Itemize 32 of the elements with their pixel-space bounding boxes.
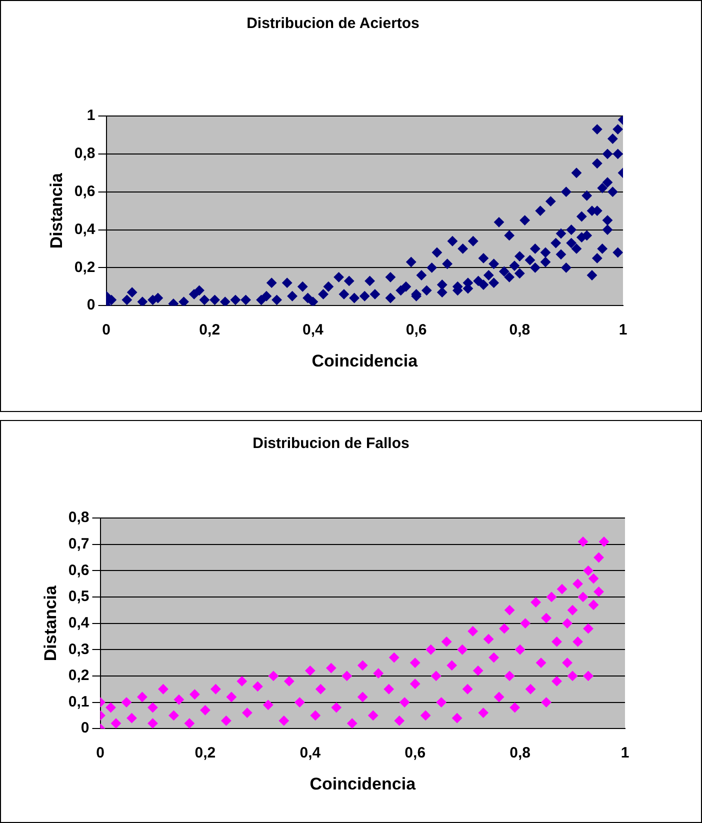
y-tick-label: 0,8 [74, 145, 96, 162]
y-tick-label: 0,4 [74, 220, 96, 238]
y-tick-label: 0,8 [68, 509, 90, 526]
y-tick-label: 0,7 [68, 535, 90, 552]
y-tick-label: 1 [86, 107, 96, 124]
y-axis-title: Distancia [46, 172, 66, 249]
x-tick-label: 0,4 [300, 744, 322, 762]
y-tick-label: 0,2 [74, 258, 96, 276]
y-tick-label: 0,6 [68, 562, 90, 579]
y-tick-label: 0,3 [68, 640, 90, 658]
x-tick-label: 0,6 [404, 744, 426, 762]
x-axis-title: Coincidencia [310, 774, 416, 794]
y-tick-label: 0,1 [68, 693, 90, 710]
chart-title: Distribucion de Fallos [252, 435, 410, 452]
x-tick-label: 0,6 [406, 322, 427, 339]
x-axis-title: Coincidencia [312, 351, 418, 370]
x-tick-label: 0 [102, 322, 110, 339]
y-tick-label: 0 [80, 720, 90, 737]
x-tick-label: 0,2 [199, 322, 220, 339]
y-tick-label: 0,5 [68, 588, 90, 606]
y-tick-label: 0 [86, 296, 96, 314]
y-axis-title: Distancia [40, 584, 60, 662]
chart-title: Distribucion de Aciertos [246, 15, 420, 32]
x-tick-label: 1 [618, 322, 628, 339]
x-tick-label: 0,4 [302, 322, 324, 339]
x-tick-label: 0,8 [510, 744, 530, 762]
y-tick-label: 0,6 [74, 182, 96, 200]
x-tick-label: 0,8 [509, 322, 530, 339]
x-tick-label: 1 [620, 744, 630, 762]
x-tick-label: 0,2 [194, 744, 216, 762]
y-tick-label: 0,2 [68, 667, 90, 684]
y-tick-label: 0,4 [68, 614, 90, 632]
